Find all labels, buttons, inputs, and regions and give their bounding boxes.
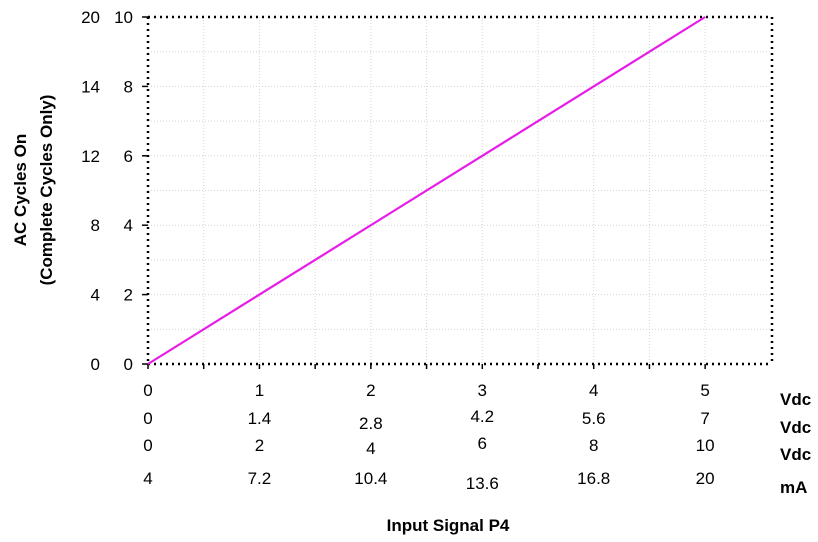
y-axis-title-line-2: (Complete Cycles Only) xyxy=(37,95,56,286)
y-tick-label-outer: 8 xyxy=(91,216,100,235)
x-tick-label-row4: 16.8 xyxy=(577,469,610,488)
x-unit-label-row2: Vdc xyxy=(780,418,811,437)
series-layer xyxy=(147,16,706,365)
x-tick-label-row2: 7 xyxy=(700,409,709,428)
y-tick-label-outer: 20 xyxy=(81,8,100,27)
x-unit-label-row3: Vdc xyxy=(780,445,811,464)
y-tick-label-inner: 6 xyxy=(124,147,133,166)
y-axis-title: AC Cycles On (Complete Cycles Only) xyxy=(11,95,56,286)
x-tick-label-row3: 0 xyxy=(143,436,152,455)
y-tick-label-outer: 0 xyxy=(91,355,100,374)
x-tick-label-row2: 5.6 xyxy=(582,409,606,428)
x-tick-label-row2: 4.2 xyxy=(470,407,494,426)
x-tick-label-row2: 2.8 xyxy=(359,414,383,433)
series-line-1 xyxy=(147,16,706,365)
y-tick-label-inner: 0 xyxy=(124,355,133,374)
x-tick-label-row3: 4 xyxy=(366,439,375,458)
x-tick-label-row1: 1 xyxy=(255,381,264,400)
grid xyxy=(148,17,772,364)
x-tick-label-row3: 2 xyxy=(255,436,264,455)
x-unit-label-row1: Vdc xyxy=(780,390,811,409)
x-axis-title: Input Signal P4 xyxy=(387,516,510,535)
x-tick-label-row1: 2 xyxy=(366,381,375,400)
x-tick-labels: 0 1 2 3 4 5 Vdc 0 1.4 2.8 4.2 5.6 7 Vdc 0 2 4 6 8 10 Vdc 4 7.2… xyxy=(143,381,811,497)
x-tick-label-row1: 5 xyxy=(700,381,709,400)
x-tick-label-row3: 10 xyxy=(696,436,715,455)
x-tick-label-row2: 0 xyxy=(143,409,152,428)
x-tick-label-row2: 1.4 xyxy=(248,409,272,428)
x-tick-label-row3: 6 xyxy=(478,434,487,453)
x-tick-label-row1: 3 xyxy=(478,381,487,400)
x-tick-label-row1: 4 xyxy=(589,381,598,400)
y-tick-label-inner: 8 xyxy=(124,77,133,96)
x-tick-label-row3: 8 xyxy=(589,436,598,455)
x-tick-label-row4: 4 xyxy=(143,469,152,488)
y-axis-title-line-1: AC Cycles On xyxy=(11,134,30,246)
y-tick-label-inner: 2 xyxy=(124,286,133,305)
x-tick-label-row4: 13.6 xyxy=(466,474,499,493)
y-tick-label-outer: 12 xyxy=(81,147,100,166)
x-tick-label-row4: 10.4 xyxy=(354,469,387,488)
y-tick-label-inner: 10 xyxy=(114,8,133,27)
plot-frame xyxy=(142,15,774,369)
x-tick-label-row4: 20 xyxy=(696,469,715,488)
x-tick-label-row4: 7.2 xyxy=(248,469,272,488)
x-unit-label-row4: mA xyxy=(780,478,807,497)
y-tick-labels: 0 0 4 2 8 4 12 6 14 8 20 10 xyxy=(81,8,133,374)
y-tick-label-outer: 14 xyxy=(81,77,100,96)
x-tick-label-row1: 0 xyxy=(143,381,152,400)
y-tick-label-outer: 4 xyxy=(91,286,100,305)
y-tick-label-inner: 4 xyxy=(124,216,133,235)
